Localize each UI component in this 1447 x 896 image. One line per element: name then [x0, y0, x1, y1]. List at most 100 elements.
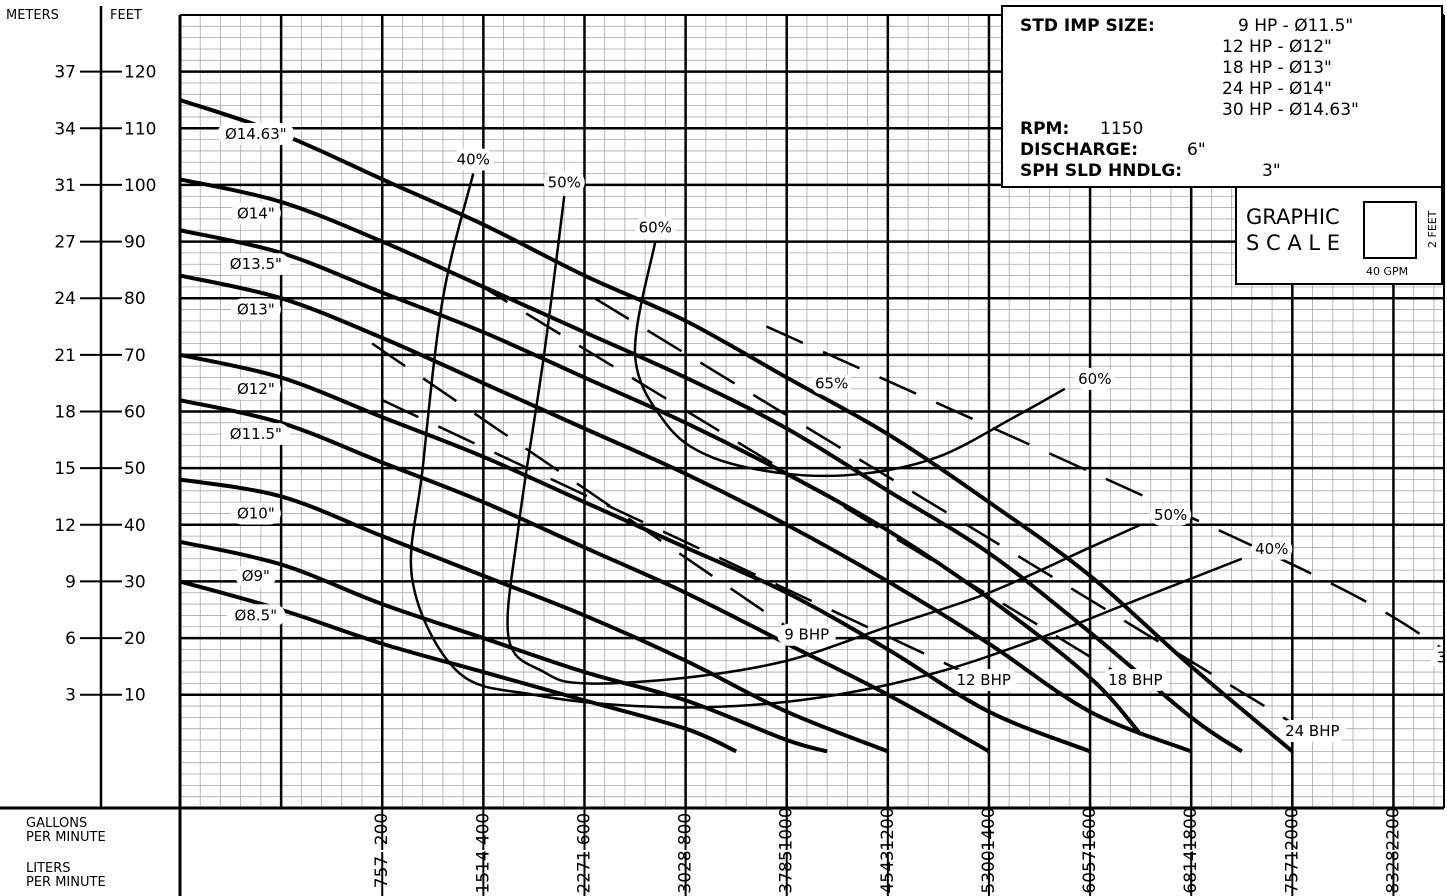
impeller-curve-7: [179, 539, 828, 754]
axes: 10 3 20 6 30 9 40 12 50 15 60 18 70 21 80 24 90 27 100 31 11…: [0, 6, 1445, 896]
x-tick-label-lpm: 757: [372, 856, 392, 888]
x-tick-label-lpm: 6057: [1080, 850, 1100, 893]
efficiency-label-end-1-bg: [1150, 503, 1192, 526]
power-label-0-bg: [777, 623, 837, 646]
sph-label: SPH SLD HNDLG:: [1020, 161, 1182, 181]
power-label-4-bg: [1430, 646, 1447, 669]
x-tick-label-gpm: 1800: [1181, 807, 1201, 850]
impeller-curve-4: [179, 352, 1091, 754]
x-tick-label-lpm: 3028: [676, 850, 696, 893]
x-tick-label-gpm: 400: [473, 813, 493, 845]
x-tick-label-lpm: 5300: [979, 850, 999, 893]
power-label-1: 12 BHP: [956, 671, 1010, 689]
x-tick-label-gpm: 800: [676, 813, 696, 845]
x-tick-label-lpm: 2271: [574, 850, 594, 893]
power-label-2: 18 BHP: [1108, 671, 1162, 689]
std-imp-line-3: 18 HP - Ø13": [1222, 58, 1332, 78]
x-tick-label-gpm: 1600: [1080, 807, 1100, 850]
power-curve-3: [593, 297, 1293, 725]
y-tick-label-meters: 34: [54, 119, 76, 139]
x-tick-label-gpm: 1000: [777, 807, 797, 850]
sph-value: 3": [1262, 161, 1281, 181]
impeller-label-8: Ø8.5": [235, 606, 278, 624]
x-axis-label-gpm-1: GALLONS: [26, 816, 87, 831]
efficiency-label-3-bg: [811, 372, 853, 395]
efficiency-label-end-2-bg: [1074, 367, 1116, 390]
x-tick-label-lpm: 6814: [1181, 850, 1201, 893]
y-tick-label-meters: 15: [54, 459, 76, 479]
impeller-label-5: Ø11.5": [230, 425, 282, 443]
rpm-value: 1150: [1100, 119, 1143, 139]
power-label-3-bg: [1278, 720, 1347, 743]
discharge-label: DISCHARGE:: [1020, 140, 1138, 160]
x-tick-label-gpm: 2200: [1383, 807, 1403, 850]
curve-labels: Ø14.63" Ø14" Ø13.5" Ø13" Ø12" Ø11.5" Ø10" Ø9" Ø8…: [217, 122, 1447, 743]
power-curve-0: [371, 342, 788, 628]
power-curve-1: [381, 399, 965, 674]
y-tick-label-meters: 9: [65, 572, 76, 592]
std-imp-label: STD IMP SIZE:: [1020, 16, 1155, 36]
power-label-4: 30 BHP: [1437, 648, 1447, 666]
y-axis-label-meters: METERS: [6, 8, 59, 23]
y-tick-label-meters: 6: [65, 629, 76, 649]
power-label-1-bg: [949, 669, 1018, 692]
y-tick-label-feet: 70: [124, 346, 146, 366]
y-tick-label-feet: 120: [124, 63, 156, 83]
y-tick-label-feet: 110: [124, 119, 156, 139]
y-tick-label-feet: 80: [124, 289, 146, 309]
impeller-curve-5: [179, 398, 990, 754]
y-axis-label-feet: FEET: [110, 8, 142, 23]
x-tick-label-gpm: 1200: [878, 807, 898, 850]
efficiency-label-end-1: 50%: [1154, 506, 1187, 524]
y-tick-label-feet: 20: [124, 629, 146, 649]
x-tick-label-lpm: 8328: [1383, 850, 1403, 893]
y-tick-label-feet: 30: [124, 572, 146, 592]
y-tick-label-feet: 90: [124, 233, 146, 253]
y-tick-label-feet: 40: [124, 516, 146, 536]
impeller-label-7: Ø9": [242, 567, 270, 585]
power-label-2-bg: [1101, 669, 1170, 692]
std-imp-line-2: 12 HP - Ø12": [1222, 37, 1332, 57]
impeller-label-3-bg: [230, 298, 281, 321]
std-imp-line-4: 24 HP - Ø14": [1222, 79, 1332, 99]
impeller-label-2-bg: [221, 253, 290, 276]
impeller-label-8-bg: [226, 604, 286, 627]
x-axis-label-gpm-2: PER MINUTE: [26, 830, 106, 845]
x-axis-label-lpm-1: LITERS: [26, 861, 71, 876]
info-box: STD IMP SIZE: 9 HP - Ø11.5" 12 HP - Ø12"…: [1001, 5, 1443, 188]
y-tick-label-meters: 21: [54, 346, 76, 366]
y-tick-label-meters: 27: [54, 233, 76, 253]
x-axis-label-lpm-2: PER MINUTE: [26, 875, 106, 890]
y-tick-label-meters: 37: [54, 63, 76, 83]
std-imp-line-5: 30 HP - Ø14.63": [1222, 100, 1359, 120]
impeller-curve-3: [179, 273, 1192, 754]
efficiency-label-0: 40%: [457, 151, 490, 169]
efficiency-curve-0: [409, 173, 1243, 709]
impeller-label-2: Ø13.5": [230, 255, 282, 273]
y-tick-label-feet: 100: [124, 176, 156, 196]
efficiency-label-end-0: 40%: [1255, 540, 1288, 558]
x-tick-label-lpm: 1514: [473, 850, 493, 893]
impeller-label-0: Ø14.63": [225, 125, 287, 143]
y-tick-label-feet: 10: [124, 686, 146, 706]
efficiency-label-0-bg: [452, 148, 494, 171]
x-tick-label-gpm: 200: [372, 813, 392, 845]
efficiency-curve-2: [633, 241, 1066, 478]
impeller-label-4-bg: [230, 377, 281, 400]
impeller-curve-1: [179, 177, 1243, 754]
efficiency-label-1: 50%: [548, 173, 581, 191]
y-tick-label-meters: 12: [54, 516, 76, 536]
efficiency-curve-1: [506, 196, 1142, 685]
y-tick-label-meters: 24: [54, 289, 76, 309]
impeller-label-5-bg: [221, 423, 290, 446]
impeller-label-6: Ø10": [237, 504, 275, 522]
x-tick-label-gpm: 1400: [979, 807, 999, 850]
y-tick-label-feet: 50: [124, 459, 146, 479]
y-tick-label-meters: 18: [54, 403, 76, 423]
y-tick-label-feet: 60: [124, 403, 146, 423]
y-tick-label-meters: 31: [54, 176, 76, 196]
x-tick-label-lpm: 3785: [777, 850, 797, 893]
impeller-curve-0: [179, 98, 1294, 753]
x-tick-label-gpm: 600: [574, 813, 594, 845]
